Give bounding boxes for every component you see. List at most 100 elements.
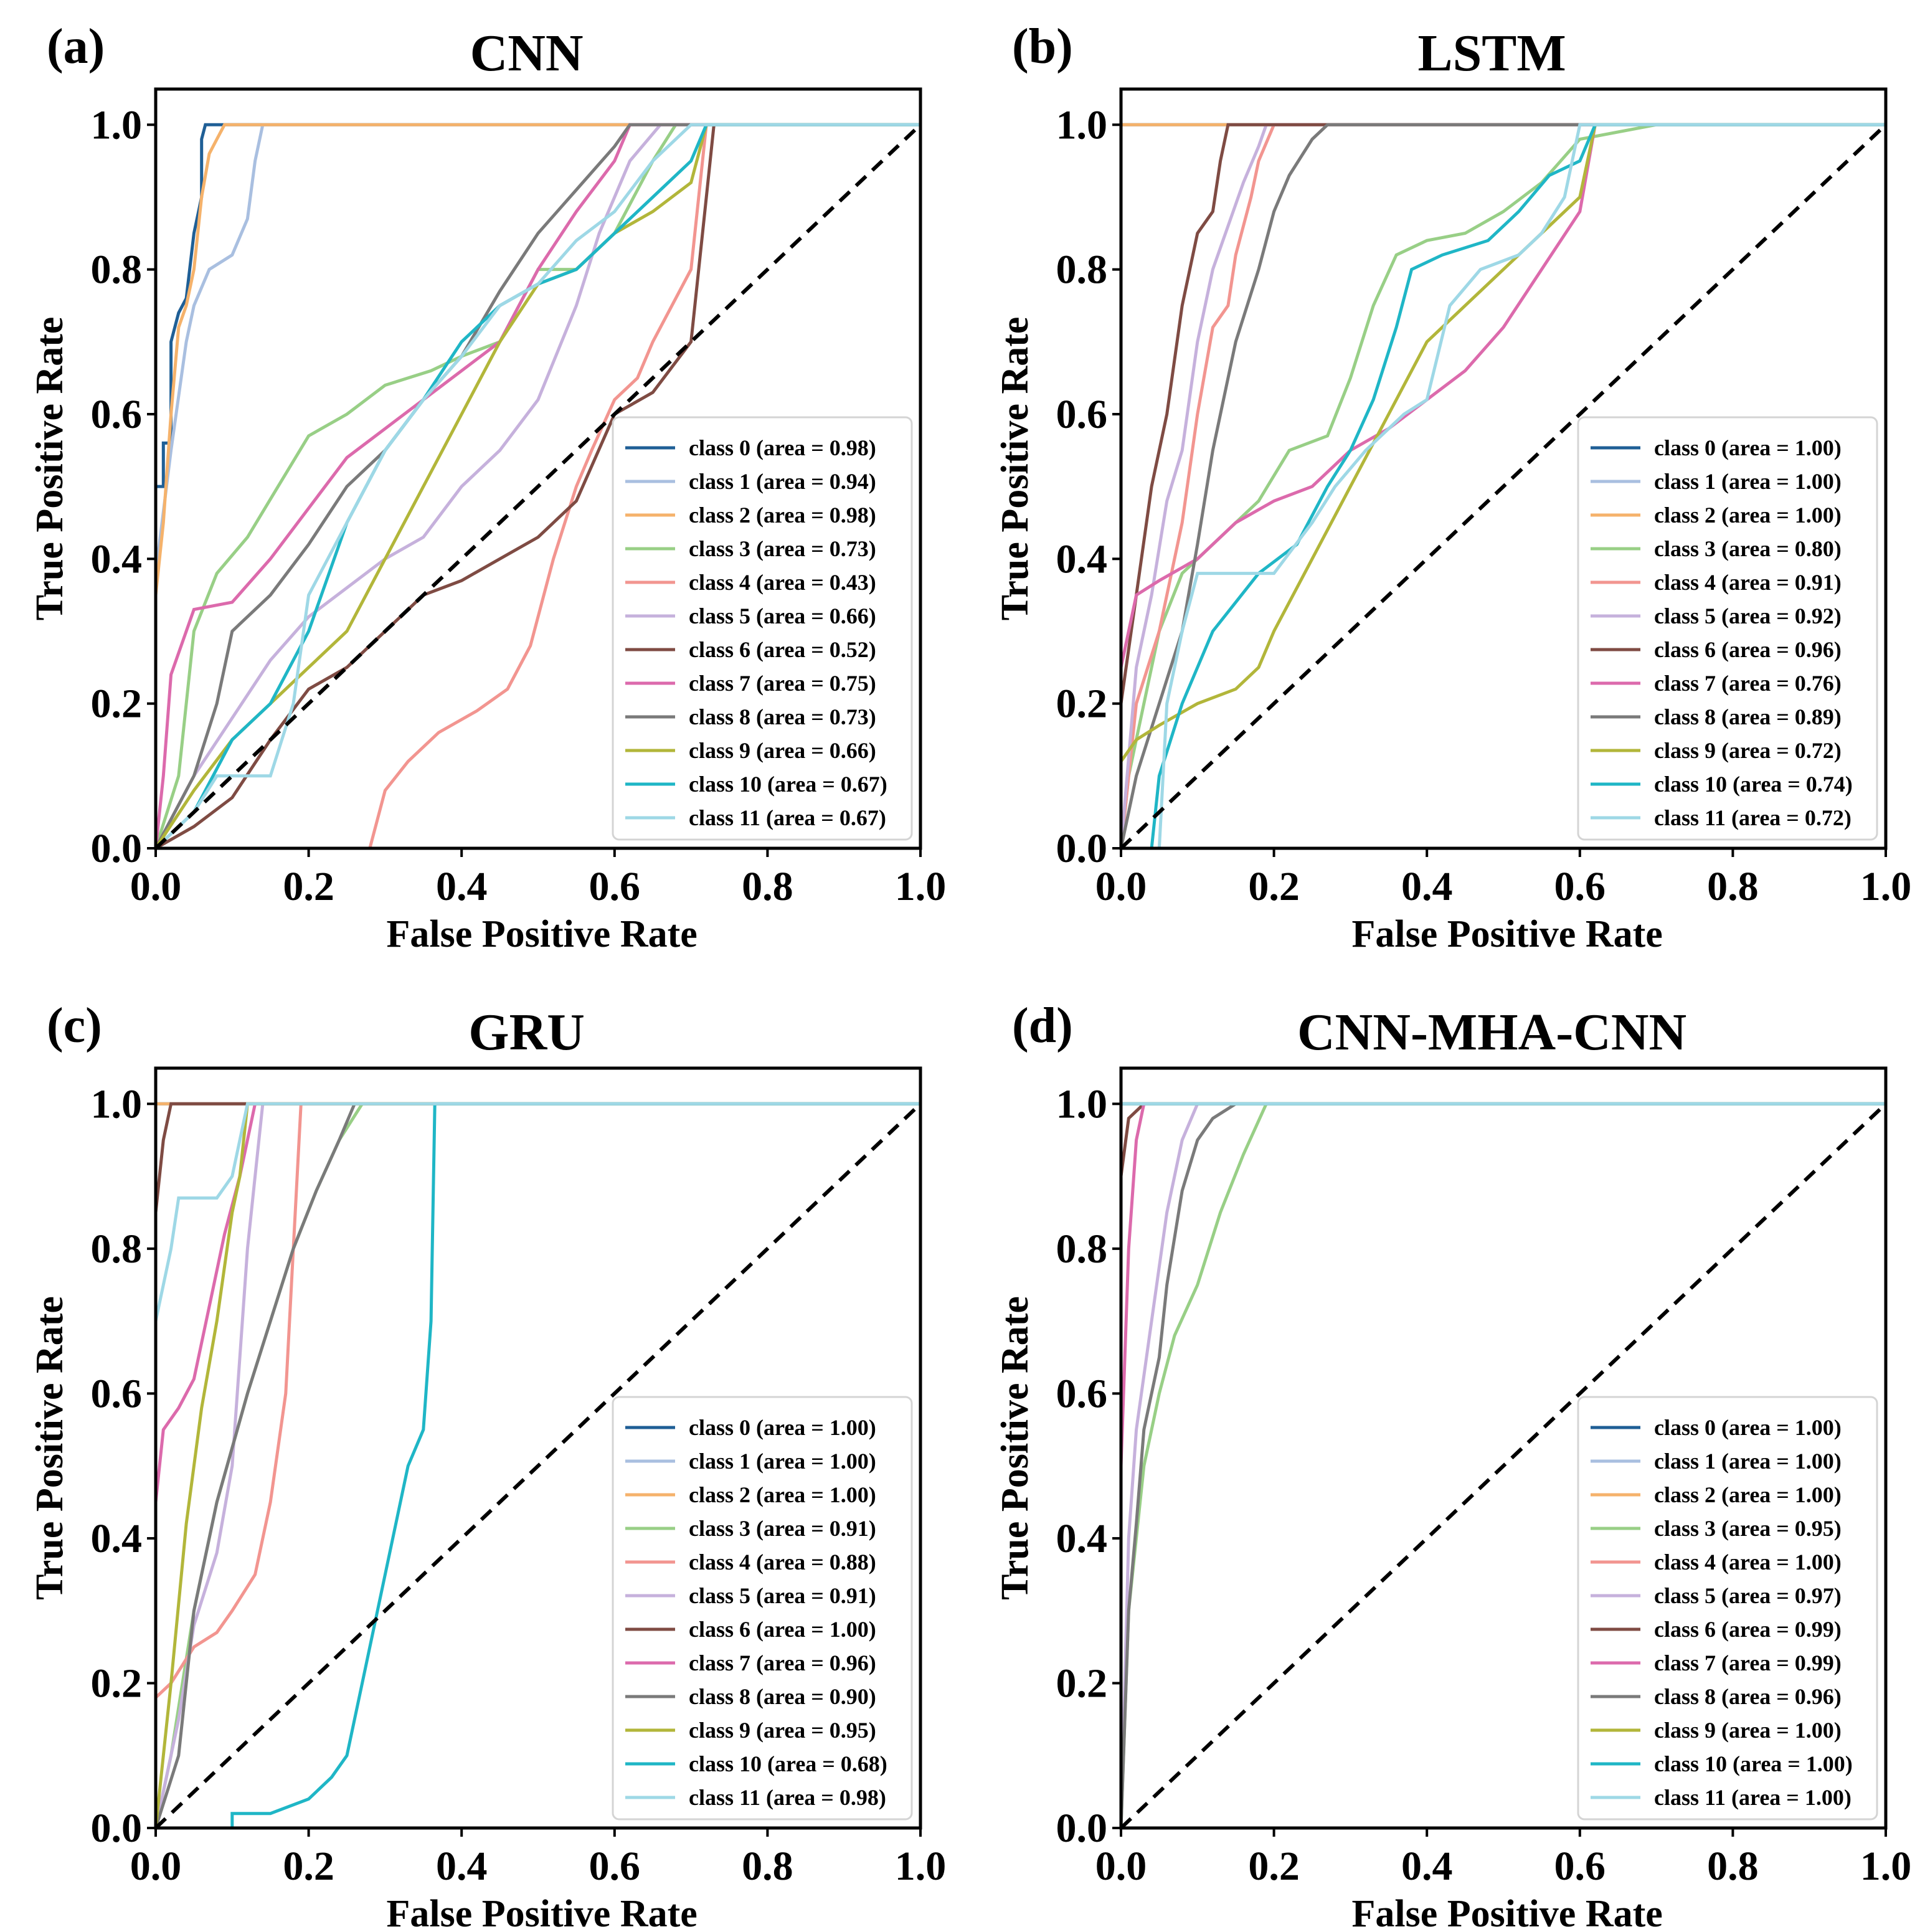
panel-a-ytick-label: 1.0 [91,102,143,148]
panel-a-legend-entry: class 2 (area = 0.98) [689,503,876,528]
panel-b-ytick-label: 0.4 [1056,536,1108,582]
panel-c-legend-entry: class 3 (area = 0.91) [689,1516,876,1541]
panel-b-chance-line [1119,123,1888,850]
panel-b-ytick-label: 0.6 [1056,392,1108,437]
panel-c-legend-entry: class 9 (area = 0.95) [689,1718,876,1743]
panel-c-xtick-label: 0.2 [283,1844,334,1889]
panel-d-ytick-label: 0.8 [1056,1226,1108,1272]
panel-b-legend-entry: class 8 (area = 0.89) [1654,704,1842,729]
panel-c-legend-entry: class 0 (area = 1.00) [689,1415,876,1440]
panel-c-xtick-label: 0.0 [130,1844,182,1889]
panel-c-legend-entry: class 11 (area = 0.98) [689,1785,886,1810]
panel-d-ytick-label: 1.0 [1056,1081,1108,1127]
panel-b-legend-entry: class 0 (area = 1.00) [1654,435,1842,460]
panel-b-legend-entry: class 3 (area = 0.80) [1654,536,1842,561]
panel-a-ytick-label: 0.8 [91,247,143,293]
panel-b-axes-frame [1119,87,1888,850]
panel-b-legend-entry: class 7 (area = 0.76) [1654,671,1842,696]
panel-d-title: CNN-MHA-CNN [1297,1003,1686,1061]
panel-a-ytick-label: 0.2 [91,681,143,727]
panel-c-xtick-label: 0.8 [742,1844,793,1889]
panel-d-legend-entry: class 3 (area = 0.95) [1654,1516,1842,1541]
panel-c: (c) GRU 0.0 0.2 0.4 0.6 0.8 1.0 0.0 0.2 0.4 0.6 0.8 1… [29,998,946,1932]
panel-d-series-class-8 [1121,1102,1886,1828]
panel-c-legend: class 0 (area = 1.00) class 1 (area = 1.0… [612,1396,913,1821]
panel-a-ytick-label: 0.0 [91,826,143,871]
panel-c-legend-box [612,1396,913,1821]
panel-b-xtick-label: 1.0 [1860,864,1912,909]
panel-b-legend-entry: class 9 (area = 0.72) [1654,738,1842,763]
panel-d-legend-entry: class 10 (area = 1.00) [1654,1751,1853,1776]
panel-a-chance-line [154,123,922,850]
panel-c-axes-frame [154,1066,922,1830]
panel-a-series-class-10 [156,123,920,848]
panel-c-series-class-11 [156,1102,920,1828]
panel-c-series-class-10 [230,1102,920,1828]
panel-c-legend-entry: class 2 (area = 1.00) [689,1482,876,1507]
panel-d-xtick-label: 0.0 [1095,1844,1147,1889]
panel-b-series-class-5 [1121,123,1886,848]
panel-c-xtick-label: 0.6 [589,1844,641,1889]
panel-a-series-class-3 [156,123,920,848]
panel-a-series-class-0 [156,123,920,848]
panel-b-xtick-label: 0.0 [1095,864,1147,909]
panel-d-ytick-label: 0.6 [1056,1371,1108,1416]
panel-a-legend-entry: class 5 (area = 0.66) [689,604,876,628]
panel-a-legend-entry: class 8 (area = 0.73) [689,704,876,729]
panel-a-title: CNN [470,24,584,82]
panel-b-legend-entry: class 1 (area = 1.00) [1654,469,1842,494]
panel-d-legend-entry: class 5 (area = 0.97) [1654,1583,1842,1608]
panel-b-legend-entry: class 10 (area = 0.74) [1654,772,1853,797]
panel-b-legend-entry: class 5 (area = 0.92) [1654,604,1842,628]
panel-d-xlabel: False Positive Rate [1351,1893,1662,1932]
panel-d-xtick-label: 0.6 [1554,1844,1606,1889]
panel-b-xtick-label: 0.6 [1554,864,1606,909]
panel-d-ytick-label: 0.4 [1056,1516,1108,1561]
panel-a-legend-entry: class 1 (area = 0.94) [689,469,876,494]
panel-b-title: LSTM [1418,24,1566,82]
panel-b-series-class-8 [1121,123,1886,848]
panel-c-legend-entry: class 1 (area = 1.00) [689,1449,876,1474]
panel-d-xtick-label: 0.2 [1248,1844,1300,1889]
panel-a-series-class-11 [156,123,920,848]
panel-d-axes-frame [1119,1066,1888,1830]
panel-b-xtick-label: 0.8 [1707,864,1759,909]
panel-b-ytick-label: 0.2 [1056,681,1108,727]
panel-d-ytick-label: 0.0 [1056,1806,1108,1851]
panel-c-ylabel: True Positive Rate [29,1296,71,1600]
panel-c-ytick-label: 0.6 [91,1371,143,1416]
panel-d: (d) CNN-MHA-CNN 0.0 0.2 0.4 0.6 0.8 1.0 0.0 0.2 0.… [994,998,1911,1932]
panel-d-legend-entry: class 4 (area = 1.00) [1654,1550,1842,1574]
panel-b-ylabel: True Positive Rate [994,317,1036,621]
panel-b-legend-entry: class 11 (area = 0.72) [1654,805,1852,830]
panel-a-xtick-label: 1.0 [895,864,947,909]
panel-d-xtick-label: 1.0 [1860,1844,1912,1889]
panel-a-legend: class 0 (area = 0.98) class 1 (area = 0.9… [612,416,913,841]
panel-d-legend-box [1577,1396,1878,1821]
panel-d-series-group [1121,1102,1886,1828]
panel-a-axes-frame [154,87,922,850]
panel-c-label: (c) [47,998,102,1053]
panel-c-ytick-label: 0.4 [91,1516,143,1561]
panel-b-legend-entry: class 4 (area = 0.91) [1654,570,1842,595]
panel-b-xlabel: False Positive Rate [1351,913,1662,955]
panel-b-series-group [1121,123,1886,848]
panel-a-xtick-label: 0.8 [742,864,793,909]
panel-d-chance-line [1119,1102,1888,1830]
panel-b: (b) LSTM 0.0 0.2 0.4 0.6 0.8 1.0 0.0 0.2 0.4 0.6 0.8… [994,19,1911,955]
panel-a-legend-entry: class 7 (area = 0.75) [689,671,876,696]
panel-a-xtick-label: 0.4 [436,864,488,909]
panel-b-xtick-label: 0.4 [1401,864,1453,909]
panel-a-ylabel: True Positive Rate [29,317,71,621]
panel-c-ytick-label: 0.2 [91,1660,143,1706]
panel-a-legend-entry: class 3 (area = 0.73) [689,536,876,561]
panel-d-legend-entry: class 1 (area = 1.00) [1654,1449,1842,1474]
panel-c-ytick-label: 0.8 [91,1226,143,1272]
panel-a-legend-box [612,416,913,841]
panel-c-legend-entry: class 4 (area = 0.88) [689,1550,876,1574]
panel-d-legend-entry: class 9 (area = 1.00) [1654,1718,1842,1743]
panel-d-xtick-label: 0.4 [1401,1844,1453,1889]
panel-a-series-class-2 [156,123,920,848]
panel-b-legend: class 0 (area = 1.00) class 1 (area = 1.0… [1577,416,1878,841]
